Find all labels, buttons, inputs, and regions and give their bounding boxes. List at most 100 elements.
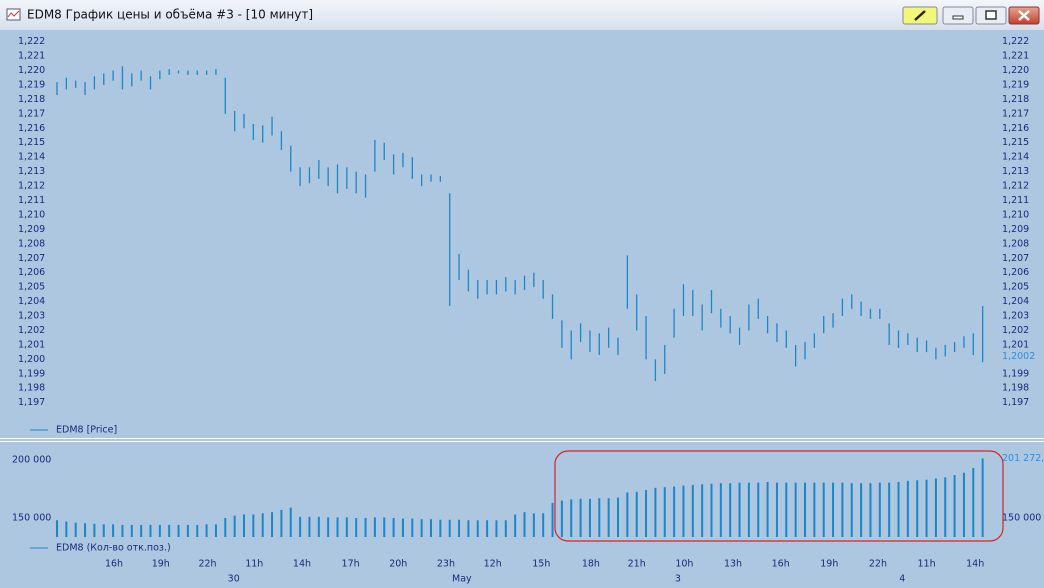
y-tick-label-right: 1,208	[1002, 238, 1029, 249]
oi-bar	[673, 486, 676, 537]
oi-bar	[420, 519, 423, 537]
oi-bar	[514, 514, 517, 537]
oi-bar	[701, 484, 704, 537]
oi-bar	[130, 524, 133, 537]
window-icon-line	[7, 10, 20, 18]
y-tick-label: 1,219	[18, 79, 45, 90]
oi-bar	[121, 524, 124, 537]
window-icon	[6, 8, 21, 21]
y-tick-label: 1,199	[18, 368, 45, 379]
oi-bar	[168, 524, 171, 537]
x-tick-label: 14h	[966, 559, 984, 570]
oi-bar	[467, 520, 470, 537]
oi-bar	[570, 499, 573, 537]
oi-bar	[551, 502, 554, 537]
oi-bar	[317, 516, 320, 537]
x-tick-label: 14h	[293, 559, 311, 570]
oi-bar	[243, 514, 245, 537]
last-value-label: 1,2002	[1002, 351, 1035, 362]
y-tick-label: 1,211	[18, 195, 45, 206]
y-tick-label: 1,210	[18, 209, 45, 220]
date-label: 30	[228, 574, 240, 585]
y-tick-label-right: 1,221	[1002, 51, 1029, 62]
date-label: 3	[675, 574, 681, 585]
x-tick-label: 11h	[245, 559, 263, 570]
link-icon	[914, 10, 926, 21]
y-tick-label-right: 1,214	[1002, 152, 1029, 163]
oi-bar	[84, 523, 87, 537]
oi-bar	[448, 519, 451, 537]
oi-bar	[149, 524, 152, 537]
y-tick-label-right: 1,220	[1002, 65, 1029, 76]
oi-bar	[93, 523, 96, 537]
oi-bar	[710, 483, 713, 537]
y-tick-label-right: 1,204	[1002, 296, 1029, 307]
oi-bar	[598, 498, 601, 537]
oi-bar	[663, 487, 666, 537]
y-tick-label: 1,197	[18, 397, 45, 408]
oi-bar	[897, 482, 900, 537]
y-tick-label: 1,200	[18, 354, 45, 365]
oi-bar	[944, 477, 947, 537]
minimize-icon	[952, 15, 964, 20]
oi-bar	[364, 517, 367, 537]
x-tick-label: 22h	[198, 559, 216, 570]
x-tick-label: 21h	[628, 559, 646, 570]
oi-bar	[140, 524, 143, 537]
date-label: May	[452, 574, 472, 585]
oi-bar	[271, 512, 274, 537]
oi-bar	[813, 482, 816, 537]
y-tick-label: 1,222	[18, 36, 45, 47]
y-tick-label-right: 1,213	[1002, 166, 1029, 177]
oi-bar	[579, 498, 582, 537]
oi-bar	[869, 483, 872, 537]
y-tick-label-right: 1,217	[1002, 108, 1029, 119]
oi-bar	[588, 498, 591, 537]
y-tick-label-right: 1,202	[1002, 325, 1029, 336]
price-panel	[0, 30, 1044, 438]
date-label: 4	[899, 574, 905, 585]
x-tick-label: 22h	[869, 559, 887, 570]
oi-bar	[738, 482, 741, 537]
x-tick-label: 23h	[437, 559, 455, 570]
oi-bar	[336, 517, 339, 537]
oi-bar	[439, 519, 442, 537]
oi-bar	[626, 492, 629, 537]
oi-bar	[832, 482, 835, 537]
y-tick-label: 1,203	[18, 311, 45, 322]
x-tick-label: 16h	[772, 559, 790, 570]
y-tick-label-right: 1,219	[1002, 79, 1029, 90]
oi-bar	[308, 516, 311, 537]
oi-bar	[747, 482, 750, 537]
y-tick-label: 1,198	[18, 383, 45, 394]
oi-bar	[719, 483, 722, 537]
title-bar	[0, 0, 1044, 30]
y-tick-label: 150 000	[12, 512, 51, 523]
oi-bar	[289, 507, 292, 537]
oi-bar	[56, 520, 58, 537]
y-tick-label-right: 1,211	[1002, 195, 1029, 206]
x-tick-label: 13h	[724, 559, 742, 570]
oi-bar	[280, 509, 283, 537]
y-tick-label: 1,217	[18, 108, 45, 119]
oi-bar	[850, 483, 853, 537]
oi-bar	[617, 497, 619, 537]
oi-bar	[373, 517, 376, 537]
oi-bar	[775, 482, 778, 537]
y-tick-label-right: 1,203	[1002, 311, 1029, 322]
oi-bar	[532, 513, 535, 537]
y-tick-label-right: 1,205	[1002, 282, 1029, 293]
x-tick-label: 11h	[917, 559, 935, 570]
oi-bar	[476, 520, 479, 537]
oi-bar	[794, 482, 797, 537]
oi-bar	[729, 483, 732, 537]
y-tick-label: 1,205	[18, 282, 45, 293]
y-tick-label: 1,216	[18, 123, 45, 134]
oi-bar	[102, 524, 105, 537]
oi-bar	[205, 524, 208, 537]
oi-bar	[112, 524, 115, 537]
close-icon	[1018, 10, 1030, 21]
x-tick-label: 10h	[675, 559, 693, 570]
oi-bar	[299, 516, 302, 537]
